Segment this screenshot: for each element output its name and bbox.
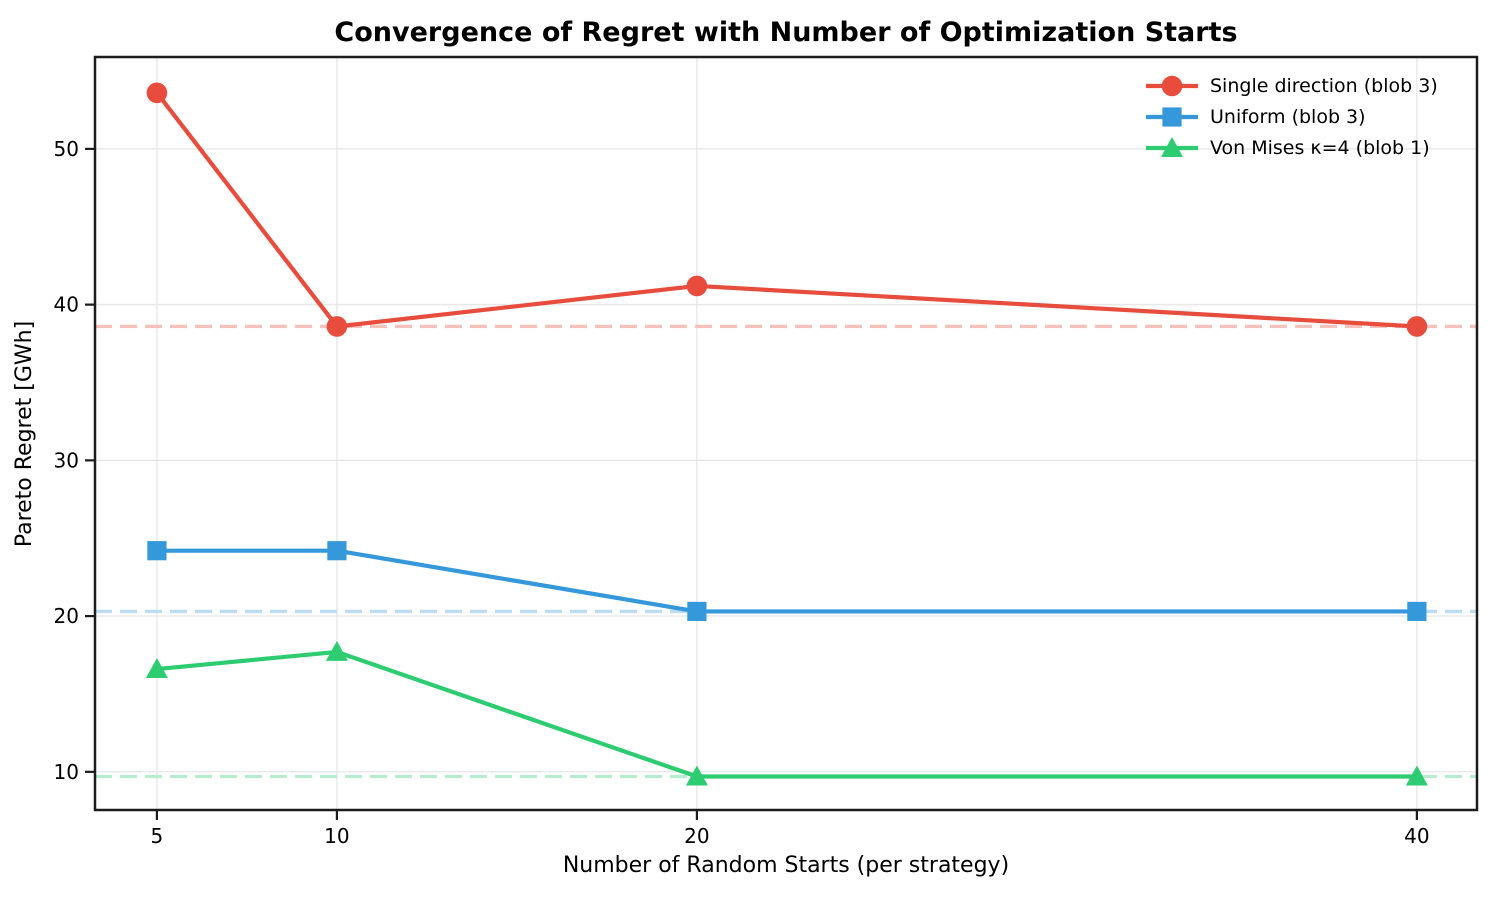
y-tick-label: 30 — [54, 448, 79, 472]
data-point-circle — [146, 82, 168, 104]
data-series — [145, 82, 1428, 786]
x-tick-label: 20 — [684, 824, 709, 848]
tick-labels: 5 10 20 40 10 20 30 40 50 — [54, 137, 1430, 848]
legend-marks — [1146, 75, 1198, 157]
y-tick-label: 20 — [54, 604, 79, 628]
axes — [85, 55, 1479, 820]
x-tick-label: 5 — [151, 824, 164, 848]
data-point-triangle — [145, 658, 168, 679]
data-point-square — [1162, 107, 1182, 127]
series-line — [154, 548, 1419, 614]
series-line — [154, 649, 1419, 779]
series-single-direction — [146, 82, 1428, 337]
data-point-square — [687, 601, 707, 622]
chart-title: Convergence of Regret with Number of Opt… — [334, 17, 1237, 48]
y-axis-label: Pareto Regret [GWh] — [12, 321, 37, 547]
series-line — [154, 90, 1419, 329]
gridlines — [95, 57, 1477, 810]
data-point-square — [1407, 601, 1427, 622]
data-point-square — [147, 541, 167, 561]
data-point-triangle — [325, 640, 348, 661]
data-point-triangle — [685, 765, 708, 786]
data-point-triangle — [1161, 137, 1183, 157]
data-point-square — [327, 541, 347, 561]
data-point-circle — [686, 275, 708, 297]
plot-border — [93, 55, 1479, 812]
series-uniform — [147, 541, 1427, 622]
data-point-circle — [1161, 75, 1183, 97]
legend-label-von-mises: Von Mises κ=4 (blob 1) — [1210, 137, 1430, 159]
y-tick-label: 10 — [54, 760, 79, 784]
data-point-circle — [1406, 316, 1428, 337]
x-axis-label: Number of Random Starts (per strategy) — [563, 853, 1009, 878]
series-von-mises — [145, 640, 1428, 786]
data-point-circle — [326, 316, 348, 337]
x-tick-label: 10 — [324, 824, 349, 848]
data-point-triangle — [1405, 765, 1428, 786]
x-tick-label: 40 — [1404, 824, 1429, 848]
legend-label-uniform: Uniform (blob 3) — [1210, 106, 1366, 128]
y-tick-label: 40 — [54, 293, 79, 317]
y-tick-label: 50 — [54, 137, 79, 161]
legend-label-single-direction: Single direction (blob 3) — [1210, 75, 1438, 97]
